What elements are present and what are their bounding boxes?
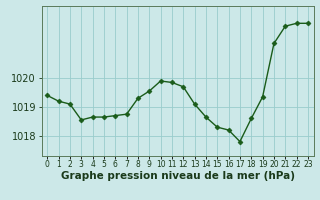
X-axis label: Graphe pression niveau de la mer (hPa): Graphe pression niveau de la mer (hPa): [60, 171, 295, 181]
